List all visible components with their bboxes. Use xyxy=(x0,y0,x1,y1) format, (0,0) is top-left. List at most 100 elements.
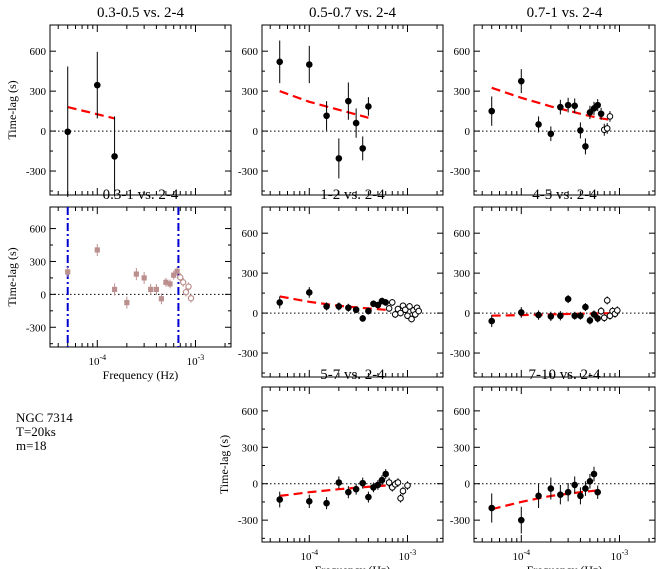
data-point xyxy=(517,506,525,534)
data-point xyxy=(305,494,313,509)
data-marker xyxy=(557,103,564,111)
data-point xyxy=(582,303,589,312)
data-point xyxy=(94,243,100,256)
y-tick-label: 300 xyxy=(454,86,471,98)
data-point xyxy=(600,313,608,322)
data-marker xyxy=(406,303,413,310)
data-marker xyxy=(557,312,564,320)
data-point xyxy=(276,40,284,84)
data-point xyxy=(148,283,154,295)
data-marker xyxy=(577,312,584,320)
panel-title: 4-5 vs. 2-4 xyxy=(532,187,597,203)
data-marker xyxy=(600,314,608,322)
data-marker xyxy=(345,304,352,312)
panel-frame xyxy=(261,206,444,378)
data-marker xyxy=(359,479,367,487)
y-tick-label: 0 xyxy=(465,479,471,491)
data-point xyxy=(488,96,496,126)
data-point xyxy=(517,307,525,318)
y-tick-label: 300 xyxy=(30,86,47,98)
y-tick-label: 300 xyxy=(30,256,47,268)
data-point xyxy=(547,126,555,142)
data-marker xyxy=(65,269,71,275)
data-point xyxy=(571,476,579,494)
data-point xyxy=(323,302,330,311)
data-marker xyxy=(603,297,611,304)
data-marker xyxy=(594,315,601,322)
panel-title: 0.7-1 vs. 2-4 xyxy=(527,5,603,21)
data-marker xyxy=(586,317,594,324)
data-point xyxy=(352,483,360,495)
y-tick-label: 0 xyxy=(253,308,259,320)
data-marker xyxy=(577,492,584,500)
data-point xyxy=(590,310,598,319)
data-marker xyxy=(167,281,173,287)
data-point xyxy=(141,271,147,284)
panel-title: 5-7 vs. 2-4 xyxy=(320,367,385,383)
data-point xyxy=(163,277,169,287)
data-point xyxy=(397,309,404,317)
data-marker xyxy=(335,479,343,486)
data-point xyxy=(305,287,313,298)
data-point xyxy=(174,266,180,276)
annotation-segment: T=20ks xyxy=(16,424,56,439)
data-marker xyxy=(171,272,177,278)
data-point xyxy=(335,476,343,489)
data-marker xyxy=(586,477,594,485)
data-point xyxy=(411,311,419,318)
data-marker xyxy=(365,493,372,501)
y-tick-label: -300 xyxy=(26,166,47,178)
panel-1: 0.3-0.5 vs. 2-4 600 300 0 -300 Time-lag (s) xyxy=(5,5,232,197)
data-marker xyxy=(148,286,154,293)
data-point xyxy=(557,99,564,115)
data-point xyxy=(352,108,360,138)
data-marker xyxy=(185,283,192,290)
data-point xyxy=(167,279,173,289)
data-point xyxy=(594,99,601,112)
data-marker xyxy=(488,317,496,325)
panel-title: 1-2 vs. 2-4 xyxy=(320,187,385,203)
data-marker xyxy=(382,299,389,306)
data-point xyxy=(564,295,572,304)
x-tick-label: 10-3 xyxy=(399,548,417,563)
data-point xyxy=(359,136,367,161)
y-tick-label: -300 xyxy=(450,515,471,527)
data-point xyxy=(586,316,594,325)
panel-frame xyxy=(473,24,656,196)
data-point xyxy=(359,477,367,489)
data-marker xyxy=(397,494,404,502)
y-tick-label: -300 xyxy=(238,348,259,360)
data-point xyxy=(153,283,160,295)
y-tick-label: -300 xyxy=(450,348,471,360)
data-marker xyxy=(187,294,195,302)
data-marker xyxy=(335,155,343,162)
data-point xyxy=(185,282,192,292)
data-point xyxy=(535,483,542,509)
data-marker xyxy=(323,499,330,507)
x-axis-label: Frequency (Hz) xyxy=(527,563,603,569)
data-point xyxy=(93,51,101,119)
data-marker xyxy=(378,476,386,484)
data-marker xyxy=(597,307,605,315)
y-tick-label: 0 xyxy=(253,479,259,491)
data-marker xyxy=(93,81,101,89)
annotation-bins: m=18 xyxy=(16,438,47,453)
panel-7: 5-7 vs. 2-4 600 300 0 -300 10-4 10-3 Time-lag (… xyxy=(217,367,444,569)
data-marker xyxy=(488,107,496,115)
data-marker xyxy=(124,299,130,306)
data-point xyxy=(111,116,118,197)
data-point xyxy=(180,277,187,287)
data-point xyxy=(406,303,413,310)
data-point xyxy=(606,111,614,122)
model-curve xyxy=(491,86,611,121)
data-point xyxy=(415,307,422,315)
data-marker xyxy=(133,271,139,277)
data-marker xyxy=(374,301,382,309)
data-marker xyxy=(564,488,572,496)
data-marker xyxy=(535,121,542,128)
data-marker xyxy=(174,268,180,274)
data-marker xyxy=(359,145,367,152)
y-tick-label: 0 xyxy=(465,308,471,320)
data-point xyxy=(365,491,372,503)
